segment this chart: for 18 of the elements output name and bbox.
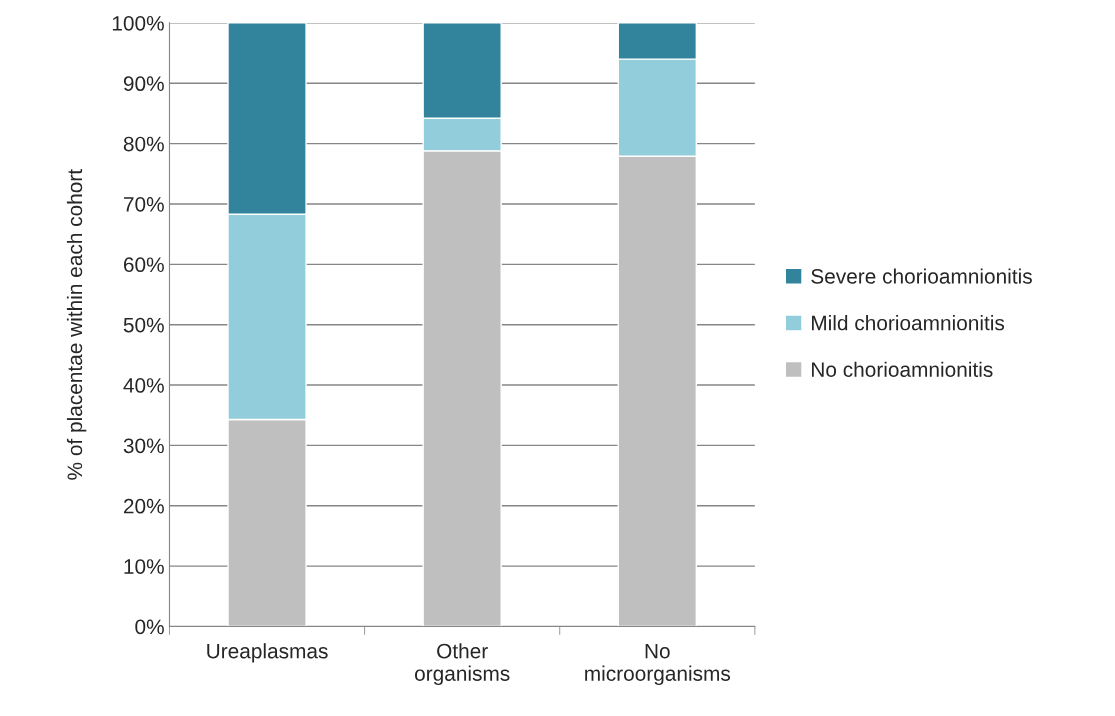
x-tick-label: No microorganisms xyxy=(585,643,731,686)
x-tick-label: Ureaplasmas xyxy=(207,643,328,663)
y-tick-label: 40% xyxy=(123,378,164,393)
y-tick-label: 80% xyxy=(123,136,164,152)
legend-label: No chorioamnionitis xyxy=(812,361,993,377)
y-tick-label: 30% xyxy=(123,438,164,454)
x-tick-label: Other organisms xyxy=(415,643,510,686)
y-tick-label: 70% xyxy=(123,196,164,212)
y-tick-label: 60% xyxy=(123,257,164,273)
legend-label: Severe chorioamnionitis xyxy=(811,268,1032,284)
y-axis-title: % of placentae within each cohort xyxy=(66,169,87,480)
legend-label: Mild chorioamnionitis xyxy=(812,315,1005,331)
y-tick-label: 50% xyxy=(123,317,164,333)
y-tick-label: 0% xyxy=(135,619,164,635)
y-tick-label: 100% xyxy=(112,15,164,31)
y-tick-label: 90% xyxy=(123,76,164,92)
y-tick-label: 10% xyxy=(124,559,164,574)
y-tick-label: 20% xyxy=(123,498,164,514)
